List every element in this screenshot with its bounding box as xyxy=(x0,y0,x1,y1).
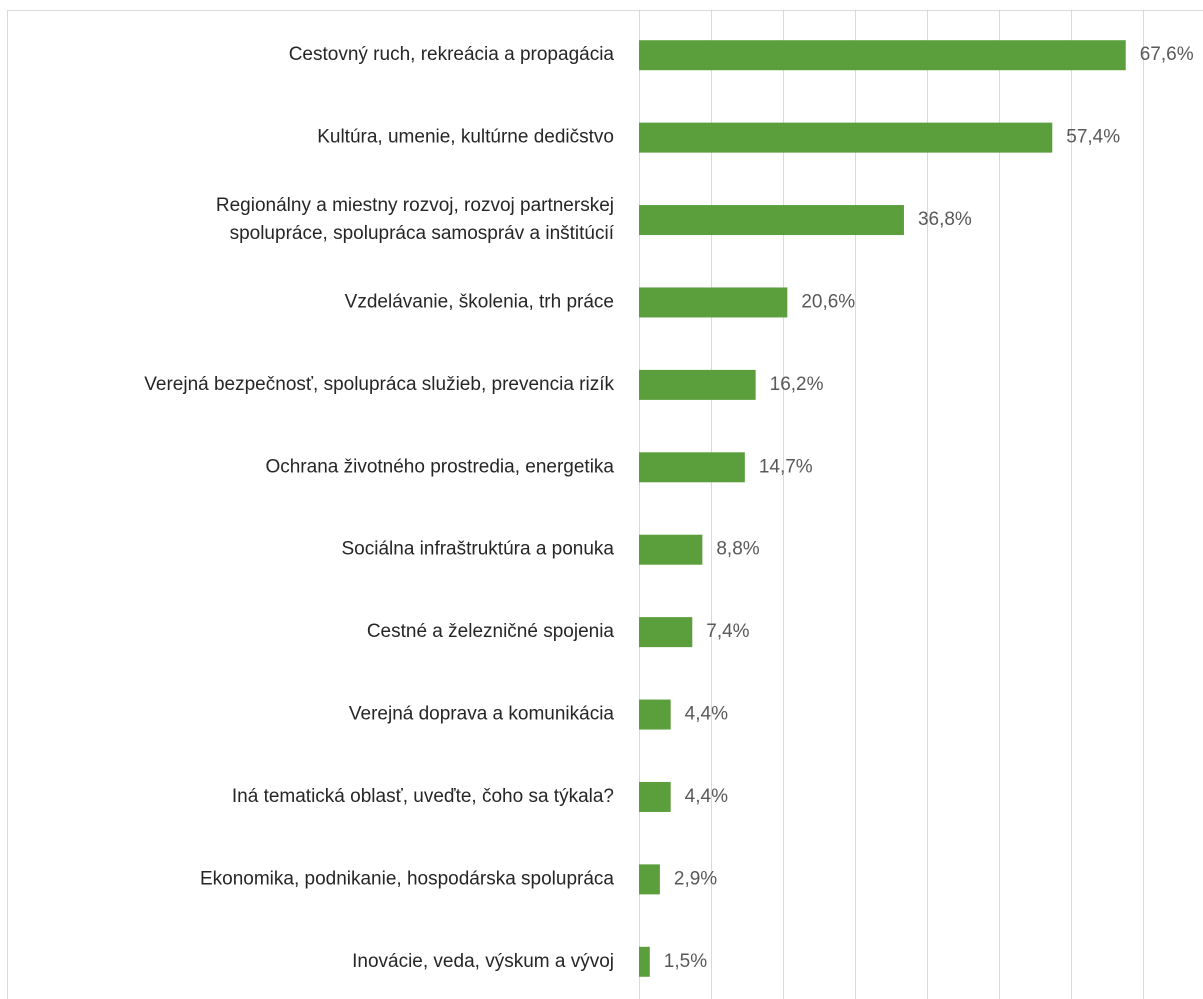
category-label: Cestovný ruch, rekreácia a propagácia xyxy=(289,44,615,65)
data-label: 16,2% xyxy=(770,374,824,395)
bar xyxy=(639,699,671,730)
category-label: Cestné a železničné spojenia xyxy=(367,621,615,642)
data-label: 67,6% xyxy=(1140,44,1194,65)
category-label: Regionálny a miestny rozvoj, rozvoj part… xyxy=(216,195,615,244)
category-label: Vzdelávanie, školenia, trh práce xyxy=(345,291,614,312)
category-label: Ekonomika, podnikanie, hospodárska spolu… xyxy=(200,868,614,889)
category-label: Sociálna infraštruktúra a ponuka xyxy=(342,539,615,560)
data-label: 4,4% xyxy=(685,704,728,725)
data-label: 14,7% xyxy=(759,456,813,477)
category-label: Verejná doprava a komunikácia xyxy=(349,704,615,725)
bar xyxy=(639,864,660,895)
category-label: Inovácie, veda, výskum a vývoj xyxy=(352,951,614,972)
bar xyxy=(639,287,788,318)
data-label: 7,4% xyxy=(706,621,749,642)
data-label: 36,8% xyxy=(918,209,972,230)
bar xyxy=(639,205,904,236)
chart-border xyxy=(7,10,1203,999)
category-label: Verejná bezpečnosť, spolupráca služieb, … xyxy=(144,374,614,395)
data-label: 8,8% xyxy=(716,539,759,560)
bar xyxy=(639,534,703,565)
bar xyxy=(639,781,671,812)
data-label: 57,4% xyxy=(1066,127,1120,148)
category-label: Iná tematická oblasť, uveďte, čoho sa tý… xyxy=(232,786,614,807)
bar xyxy=(639,122,1053,153)
bar xyxy=(639,617,693,648)
data-label: 1,5% xyxy=(664,951,707,972)
category-label: Kultúra, umenie, kultúrne dedičstvo xyxy=(317,127,614,148)
category-label: Ochrana životného prostredia, energetika xyxy=(265,456,614,477)
bar xyxy=(639,452,745,483)
bar xyxy=(639,40,1126,71)
data-label: 2,9% xyxy=(674,868,717,889)
data-label: 4,4% xyxy=(685,786,728,807)
bar xyxy=(639,946,650,977)
data-label: 20,6% xyxy=(801,291,855,312)
bar xyxy=(639,369,756,400)
